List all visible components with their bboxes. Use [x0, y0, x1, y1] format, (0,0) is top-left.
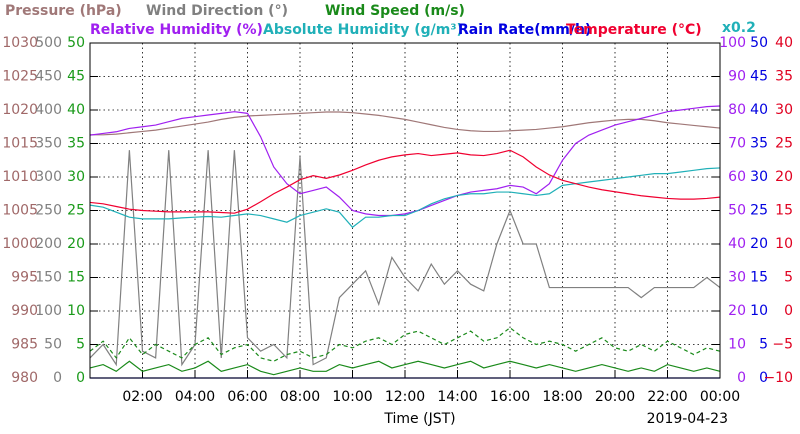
- y-tick-label: 450: [35, 69, 62, 85]
- y-tick-label: 1025: [2, 69, 38, 85]
- y-tick-label: 150: [35, 270, 62, 286]
- y-tick-label: 985: [11, 337, 38, 353]
- legend-entry: Absolute Humidity (g/m³): [263, 22, 463, 38]
- y-tick-label: 35: [67, 136, 85, 152]
- y-tick-label: 0: [76, 370, 85, 386]
- y-tick-label: 15: [775, 203, 793, 219]
- legend-entry: Relative Humidity (%): [90, 22, 263, 38]
- x-tick-label: 16:00: [490, 389, 530, 405]
- y-tick-label: 70: [728, 136, 746, 152]
- y-tick-label: 10: [775, 236, 793, 252]
- x-tick-label: 06:00: [227, 389, 267, 405]
- y-tick-label: 0: [53, 370, 62, 386]
- y-tick-label: 990: [11, 303, 38, 319]
- y-tick-label: 35: [775, 69, 793, 85]
- y-tick-label: 35: [750, 136, 768, 152]
- data-line: [89, 360, 721, 376]
- date-label: 2019-04-23: [647, 411, 728, 427]
- y-tick-label: 1010: [2, 169, 38, 185]
- y-tick-label: 20: [728, 303, 746, 319]
- y-tick-label: 50: [728, 203, 746, 219]
- legend-entry: Rain Rate(mm/h): [458, 22, 591, 38]
- y-tick-label: 0: [737, 370, 746, 386]
- x-tick-label: 00:00: [700, 389, 740, 405]
- y-tick-label: 30: [775, 102, 793, 118]
- y-tick-label: 25: [67, 203, 85, 219]
- x-tick-label: 08:00: [280, 389, 320, 405]
- y-tick-label: 50: [750, 35, 768, 51]
- legend-entry: Pressure (hPa): [5, 3, 122, 19]
- y-tick-label: 25: [775, 136, 793, 152]
- y-tick-label: 15: [67, 270, 85, 286]
- y-tick-label: 40: [775, 35, 793, 51]
- y-tick-label: 50: [44, 337, 62, 353]
- x-tick-label: 12:00: [385, 389, 425, 405]
- y-tick-label: 20: [775, 169, 793, 185]
- y-tick-label: 50: [67, 35, 85, 51]
- y-tick-label: 30: [67, 169, 85, 185]
- annotation: x0.2: [722, 20, 756, 36]
- y-tick-label: 40: [67, 102, 85, 118]
- x-tick-label: 04:00: [175, 389, 215, 405]
- x-tick-label: 18:00: [542, 389, 582, 405]
- y-tick-label: 300: [35, 169, 62, 185]
- x-tick-label: 20:00: [595, 389, 635, 405]
- x-axis-label: Time (JST): [383, 411, 455, 427]
- plot-frame: [89, 42, 721, 379]
- y-tick-label: 90: [728, 69, 746, 85]
- y-tick-label: 40: [750, 102, 768, 118]
- y-tick-label: 40: [728, 236, 746, 252]
- y-tick-label: 25: [750, 203, 768, 219]
- y-tick-label: 1020: [2, 102, 38, 118]
- y-tick-label: 100: [35, 303, 62, 319]
- y-tick-label: 1000: [2, 236, 38, 252]
- y-tick-label: 10: [750, 303, 768, 319]
- y-tick-label: 80: [728, 102, 746, 118]
- data-line: [90, 111, 721, 136]
- y-tick-label: 500: [35, 35, 62, 51]
- x-tick-label: 14:00: [437, 389, 477, 405]
- y-tick-label: 5: [784, 270, 793, 286]
- y-tick-label: 1030: [2, 35, 38, 51]
- y-tick-label: 200: [35, 236, 62, 252]
- y-tick-label: 45: [750, 69, 768, 85]
- data-line: [89, 167, 721, 229]
- y-tick-label: 350: [35, 136, 62, 152]
- y-tick-label: 0: [784, 303, 793, 319]
- y-tick-label: 45: [67, 69, 85, 85]
- y-tick-label: 10: [728, 337, 746, 353]
- y-tick-label: −5: [772, 337, 793, 353]
- y-tick-label: 5: [759, 337, 768, 353]
- data-line: [89, 326, 721, 362]
- x-tick-label: 22:00: [647, 389, 687, 405]
- y-tick-label: 995: [11, 270, 38, 286]
- y-tick-label: 20: [750, 236, 768, 252]
- y-tick-label: 15: [750, 270, 768, 286]
- x-tick-label: 10:00: [332, 389, 372, 405]
- y-tick-label: 5: [76, 337, 85, 353]
- y-tick-label: 400: [35, 102, 62, 118]
- y-tick-label: 980: [11, 370, 38, 386]
- y-tick-label: 10: [67, 303, 85, 319]
- y-tick-label: 20: [67, 236, 85, 252]
- y-tick-label: 1005: [2, 203, 38, 219]
- data-line: [89, 105, 721, 217]
- y-tick-label: 30: [750, 169, 768, 185]
- legend-entry: Temperature (°C): [566, 22, 702, 38]
- data-line: [89, 149, 721, 214]
- y-tick-label: 250: [35, 203, 62, 219]
- legend-entry: Wind Direction (°): [146, 3, 288, 19]
- x-tick-label: 02:00: [122, 389, 162, 405]
- y-tick-label: 100: [719, 35, 746, 51]
- y-tick-label: 0: [759, 370, 768, 386]
- y-tick-label: 60: [728, 169, 746, 185]
- legend-entry: Wind Speed (m/s): [325, 3, 465, 19]
- y-tick-label: −10: [763, 370, 793, 386]
- y-tick-label: 1015: [2, 136, 38, 152]
- y-tick-label: 30: [728, 270, 746, 286]
